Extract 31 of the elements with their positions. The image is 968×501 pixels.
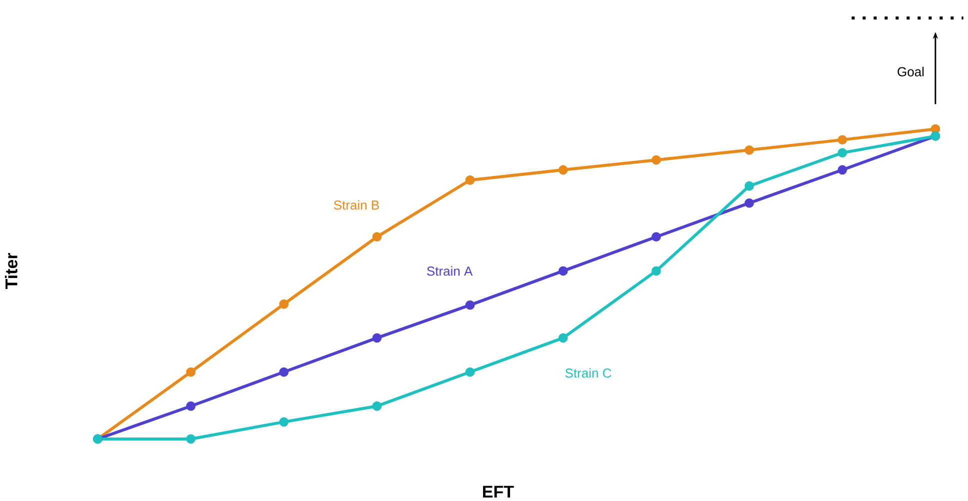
point <box>558 165 568 175</box>
point <box>838 148 848 158</box>
point <box>372 401 382 411</box>
point <box>651 266 661 276</box>
point <box>465 367 475 377</box>
point <box>558 333 568 343</box>
point <box>744 198 754 208</box>
point <box>465 300 475 310</box>
point <box>838 135 848 145</box>
point <box>372 232 382 242</box>
point <box>930 124 940 134</box>
point <box>186 401 196 411</box>
point <box>279 367 289 377</box>
series-label: Strain B <box>334 200 379 210</box>
point <box>838 165 848 175</box>
point <box>279 299 289 309</box>
point <box>651 155 661 165</box>
point <box>279 417 289 427</box>
text: Strain A <box>427 266 473 276</box>
x-axis-title: EFT <box>483 486 514 498</box>
point <box>372 333 382 343</box>
point <box>744 181 754 191</box>
point <box>744 145 754 155</box>
text: Goal <box>898 66 924 76</box>
point <box>186 367 196 377</box>
point <box>558 266 568 276</box>
point <box>651 232 661 242</box>
y-axis-title: Titer <box>4 252 18 290</box>
point <box>465 175 475 185</box>
point <box>186 434 196 444</box>
text: Strain C <box>565 368 612 378</box>
